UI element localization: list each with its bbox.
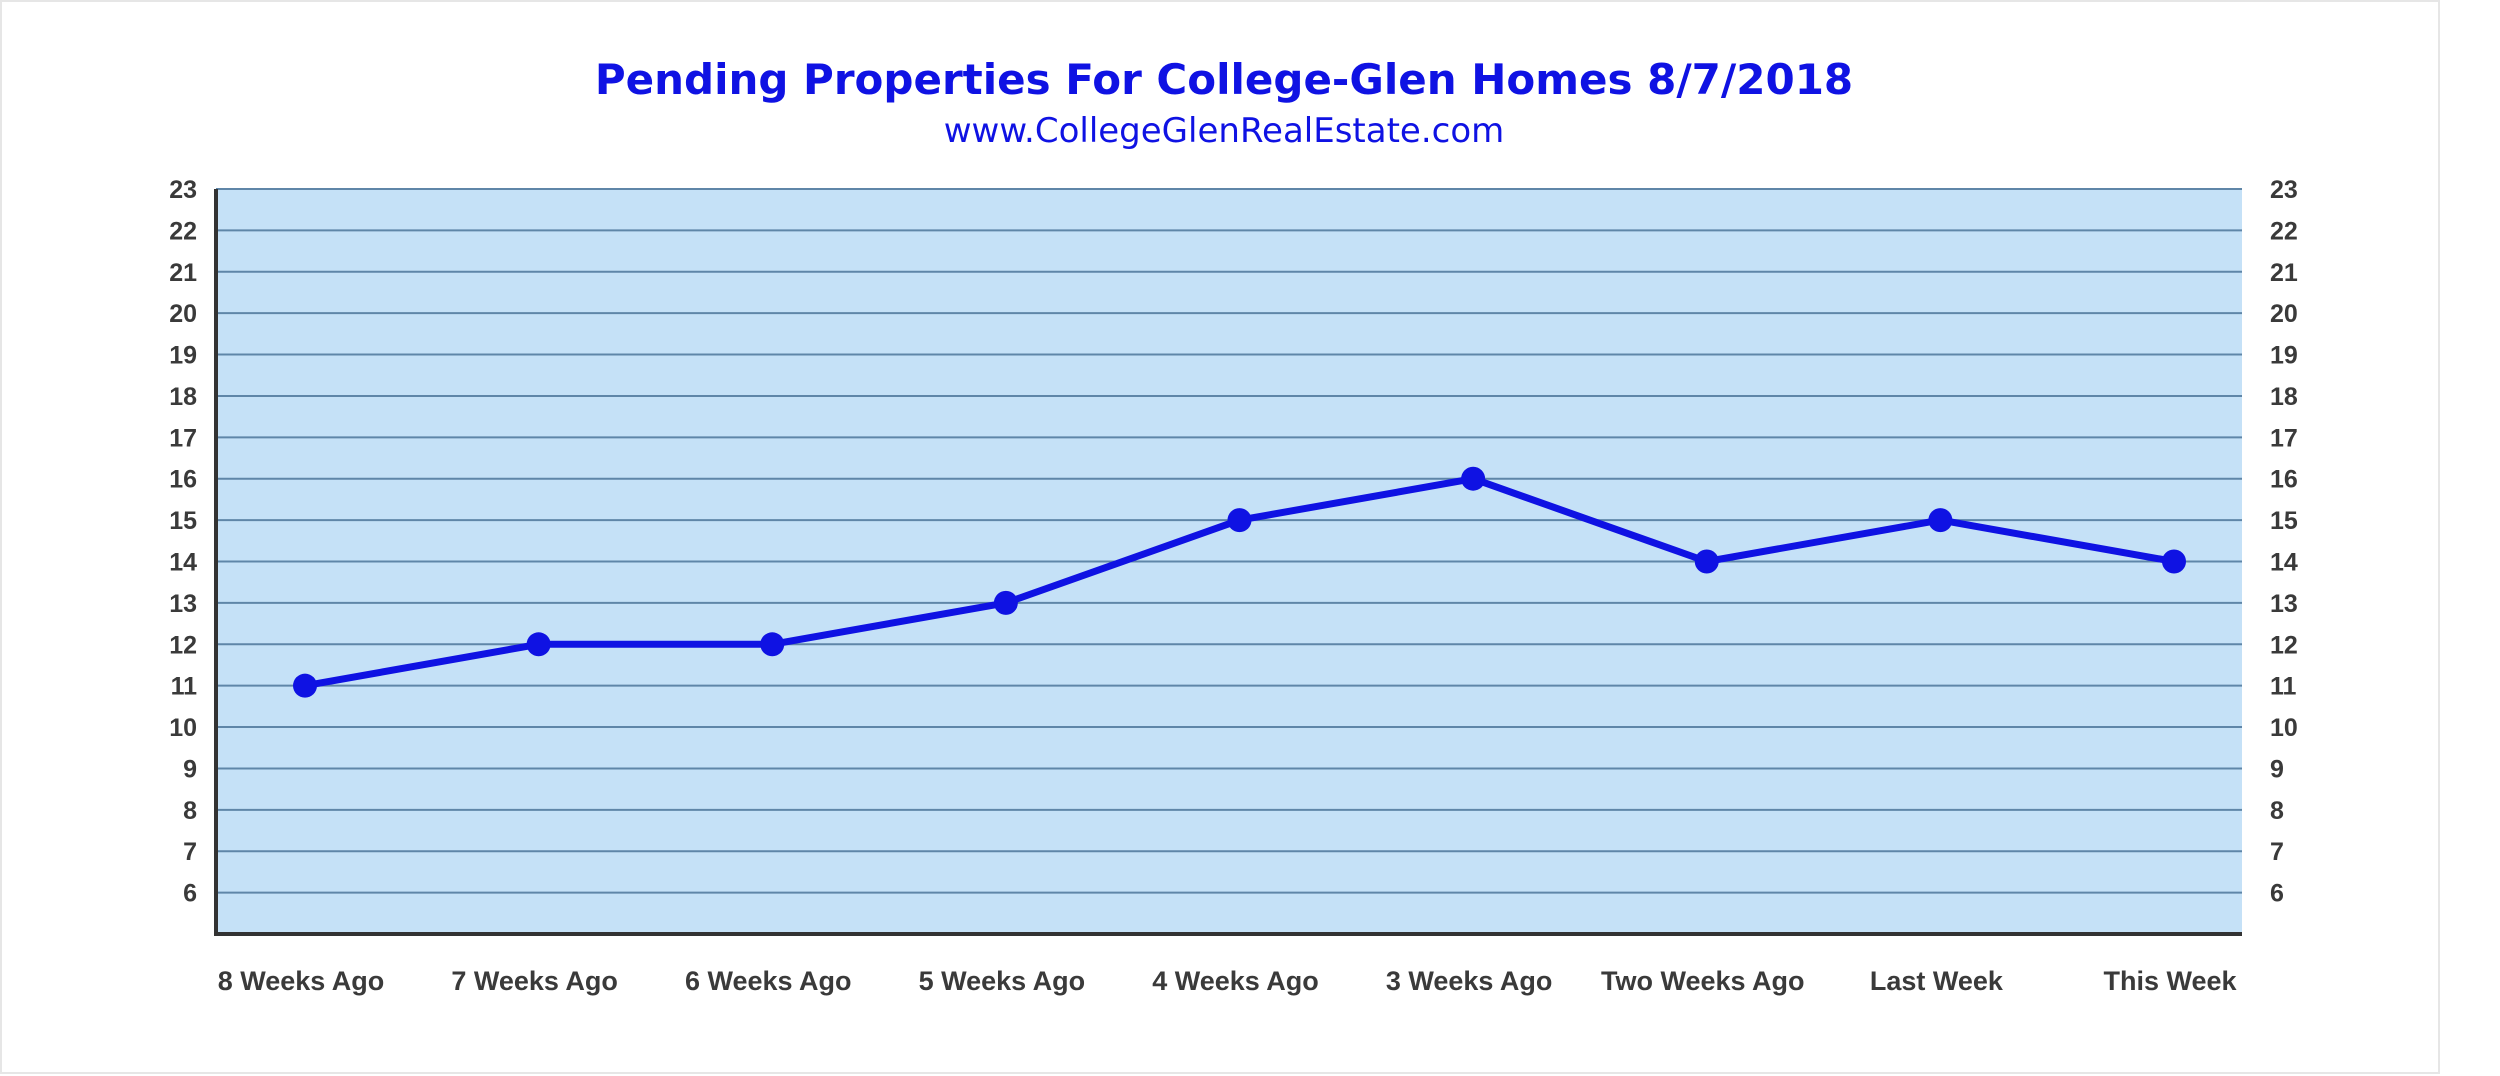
y-tick-label-left: 9 [183,755,197,783]
y-tick-label-left: 21 [169,259,197,287]
x-category-label: 7 Weeks Ago [451,966,618,996]
data-point [2162,549,2186,574]
y-tick-label-left: 8 [183,797,197,825]
x-category-label: 8 Weeks Ago [218,966,385,996]
y-tick-label-left: 17 [169,424,197,452]
y-tick-label-left: 18 [169,383,197,411]
data-point [760,632,785,657]
chart-subtitle: www.CollegeGlenRealEstate.com [944,111,1505,151]
x-category-label: 5 Weeks Ago [919,966,1086,996]
data-point [1928,508,1953,533]
y-tick-label-right: 17 [2270,424,2298,452]
y-axis-right-ticks: 6 7 8 9 10 11 12 13 14 15 16 17 18 19 20 21 22 23 [2270,176,2298,908]
x-category-label: Last Week [1870,966,2004,996]
y-tick-label-left: 22 [169,217,197,245]
x-category-label: 4 Weeks Ago [1152,966,1319,996]
y-tick-label-right: 7 [2270,838,2284,866]
y-tick-label-right: 12 [2270,631,2298,659]
y-tick-label-right: 10 [2270,714,2298,742]
y-tick-label-right: 15 [2270,507,2298,535]
chart-frame: Pending Properties For College-Glen Home… [0,0,2440,1074]
y-tick-label-left: 10 [169,714,197,742]
data-point [993,590,1018,615]
data-point [1227,508,1252,533]
y-tick-label-left: 6 [183,880,197,908]
data-point [1694,549,1719,574]
x-category-label: Two Weeks Ago [1601,966,1805,996]
data-point [1461,466,1486,491]
axes [214,189,2242,936]
y-tick-label-left: 11 [171,673,198,701]
y-tick-label-right: 8 [2270,797,2284,825]
y-tick-label-left: 14 [169,549,197,577]
y-tick-label-right: 20 [2270,300,2298,328]
y-tick-label-right: 22 [2270,217,2298,245]
y-tick-label-right: 21 [2270,259,2298,287]
x-axis-categories: 8 Weeks Ago 7 Weeks Ago 6 Weeks Ago 5 Weeks… [218,966,2238,996]
y-tick-label-right: 6 [2270,880,2284,908]
y-tick-label-left: 13 [169,590,197,618]
y-tick-label-right: 18 [2270,383,2298,411]
y-tick-label-left: 12 [169,631,197,659]
x-category-label: This Week [2103,966,2237,996]
y-tick-label-right: 11 [2270,673,2297,701]
data-point [293,673,317,698]
y-tick-label-left: 20 [169,300,197,328]
y-tick-label-right: 16 [2270,466,2298,494]
line-chart: Pending Properties For College-Glen Home… [169,55,2298,996]
y-tick-label-left: 7 [183,838,197,866]
y-tick-label-right: 14 [2270,549,2298,577]
y-tick-label-right: 19 [2270,342,2298,370]
x-category-label: 6 Weeks Ago [685,966,852,996]
y-tick-label-left: 23 [169,176,197,204]
x-category-label: 3 Weeks Ago [1386,966,1553,996]
y-tick-label-right: 13 [2270,590,2298,618]
y-tick-label-left: 15 [169,507,197,535]
data-series [293,466,2186,698]
y-axis-left-ticks: 6 7 8 9 10 11 12 13 14 15 16 17 18 19 20 21 22 23 [169,176,197,908]
y-tick-label-right: 9 [2270,755,2284,783]
y-tick-label-left: 16 [169,466,197,494]
chart-title: Pending Properties For College-Glen Home… [595,55,1853,104]
y-tick-label-left: 19 [169,342,197,370]
data-point [526,632,551,657]
y-tick-label-right: 23 [2270,176,2298,204]
